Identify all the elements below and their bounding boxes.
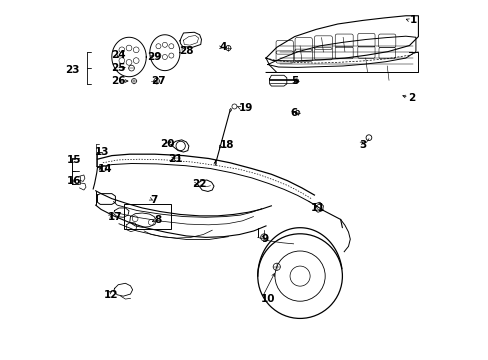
Text: 16: 16 (67, 176, 81, 186)
Text: 1: 1 (408, 15, 416, 26)
Text: 13: 13 (94, 147, 109, 157)
Text: 20: 20 (160, 139, 174, 149)
Text: 5: 5 (290, 76, 298, 86)
Text: 29: 29 (147, 52, 161, 62)
Text: 7: 7 (150, 195, 157, 205)
Text: 2: 2 (407, 93, 414, 103)
Text: 27: 27 (151, 76, 165, 86)
Text: 25: 25 (111, 63, 125, 73)
Text: 19: 19 (238, 103, 252, 113)
Text: 6: 6 (290, 108, 297, 118)
Text: 9: 9 (261, 234, 268, 244)
Text: 26: 26 (111, 76, 125, 86)
Text: 22: 22 (192, 179, 206, 189)
Text: 12: 12 (104, 290, 118, 300)
Text: 15: 15 (67, 155, 81, 165)
Text: 10: 10 (260, 294, 275, 304)
Text: 17: 17 (107, 212, 122, 222)
Text: 28: 28 (179, 46, 193, 56)
Text: 11: 11 (310, 203, 325, 213)
Text: 3: 3 (359, 140, 366, 150)
Text: 24: 24 (111, 50, 125, 60)
Text: 14: 14 (98, 163, 113, 174)
Text: 8: 8 (154, 215, 161, 225)
Text: 21: 21 (168, 154, 183, 164)
Bar (124, 204, 171, 229)
Text: 4: 4 (219, 42, 226, 52)
Text: 23: 23 (65, 64, 80, 75)
Text: 18: 18 (220, 140, 234, 150)
